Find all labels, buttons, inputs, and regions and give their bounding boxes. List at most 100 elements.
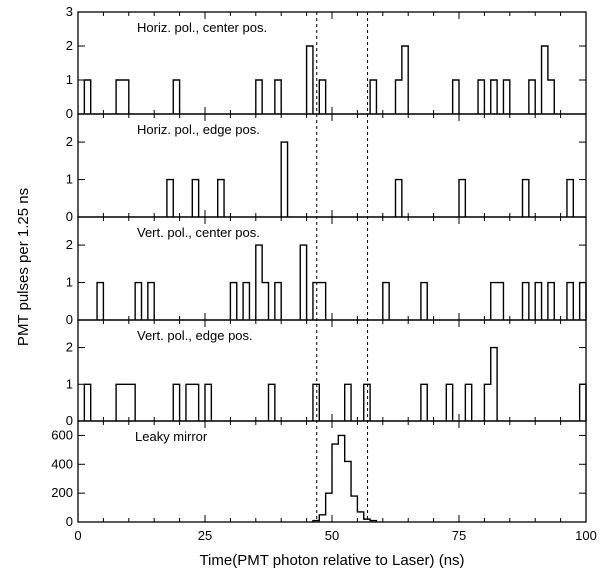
histogram-trace [96,244,587,320]
histogram-trace [83,346,587,421]
histogram-bin [262,283,268,320]
histogram-bin [319,283,325,320]
y-tick-label: 200 [51,485,73,500]
histogram-bin [491,348,497,421]
histogram-bin [122,384,128,421]
histogram-bin [116,80,122,114]
y-tick-label: 3 [66,4,73,19]
histogram-bin [332,444,338,522]
y-tick-label: 600 [51,427,73,442]
x-tick-label: 25 [198,528,212,543]
histogram-bin [383,283,389,320]
histogram-bin [396,80,402,114]
histogram-bin [548,80,554,114]
histogram-bin [167,180,173,217]
histogram-bin [421,384,427,421]
x-tick-label: 75 [452,528,466,543]
y-tick-label: 2 [66,237,73,252]
y-tick-label: 0 [66,413,73,428]
histogram-bin [446,384,452,421]
x-tick-label: 100 [575,528,597,543]
histogram-bin [453,80,459,114]
histogram-bin [319,515,325,522]
y-tick-label: 1 [66,376,73,391]
histogram-bin [122,80,128,114]
histogram-bin [535,283,541,320]
panel-2: 0 1 2 Horiz. pol., edge pos. [66,113,587,224]
histogram-bin [326,493,332,522]
y-axis-title: PMT pulses per 1.25 ns [15,188,32,346]
histogram-bin [84,80,90,114]
y-tick-label: 400 [51,456,73,471]
panel-5: 0 200 400 600 Leaky mirror [51,420,587,529]
histogram-bin [364,384,370,421]
histogram-bin [523,180,529,217]
histogram-bin [205,384,211,421]
panels-group: 0 1 2 3 Horiz. pol., center pos. 0 1 2 Horiz. po… [51,4,587,529]
histogram-bin [370,521,376,522]
panel-title: Horiz. pol., edge pos. [137,122,260,137]
histogram-bin [313,521,319,522]
histogram-bin [338,435,344,522]
histogram-bin [421,283,427,320]
histogram-bin [402,46,408,114]
y-tick-label: 2 [66,134,73,149]
histogram-bin [129,384,135,421]
histogram-bin [484,384,490,421]
histogram-bin [491,80,497,114]
histogram-bin [567,180,573,217]
histogram-bin [269,384,275,421]
histogram-trace [312,434,378,522]
histogram-bin [192,180,198,217]
x-tick-label: 50 [325,528,339,543]
histogram-bin [192,384,198,421]
histogram-bin [478,80,484,114]
y-tick-label: 0 [66,514,73,529]
panel-3: 0 1 2 Vert. pol., center pos. [66,216,587,327]
panel-4: 0 1 2 Vert. pol., edge pos. [66,319,587,428]
histogram-bin [300,245,306,320]
histogram-bin [459,180,465,217]
histogram-bin [256,80,262,114]
y-tick-label: 0 [66,209,73,224]
histogram-bin [281,142,287,217]
histogram-bin [345,461,351,522]
histogram-bin [396,180,402,217]
histogram-bin [148,283,154,320]
histogram-bin [345,384,351,421]
histogram-bin [364,519,370,522]
histogram-bin [580,384,586,421]
histogram-bin [218,180,224,217]
histogram-bin [97,283,103,320]
histogram-bin [313,384,319,421]
histogram-bin [319,80,325,114]
histogram-bin [542,46,548,114]
panel-title: Vert. pol., edge pos. [137,328,253,343]
histogram-bin [84,384,90,421]
y-tick-label: 0 [66,106,73,121]
histogram-bin [243,283,249,320]
histogram-bin [465,384,471,421]
x-tick-label: 0 [74,528,81,543]
histogram-bin [357,512,363,522]
histogram-bin [313,283,319,320]
histogram-bin [567,283,573,320]
histogram-bin [275,283,281,320]
panel-title: Vert. pol., center pos. [137,225,260,240]
histogram-bin [580,283,586,320]
histogram-bin [173,384,179,421]
histogram-bin [548,283,554,320]
histogram-trace [83,45,555,114]
histogram-bin [186,384,192,421]
histogram-bin [275,80,281,114]
y-tick-label: 1 [66,72,73,87]
histogram-bin [135,283,141,320]
histogram-bin [529,80,535,114]
histogram-bin [230,283,236,320]
histogram-trace [166,141,574,217]
histogram-bin [256,245,262,320]
y-tick-label: 2 [66,38,73,53]
y-tick-label: 0 [66,312,73,327]
histogram-bin [116,384,122,421]
